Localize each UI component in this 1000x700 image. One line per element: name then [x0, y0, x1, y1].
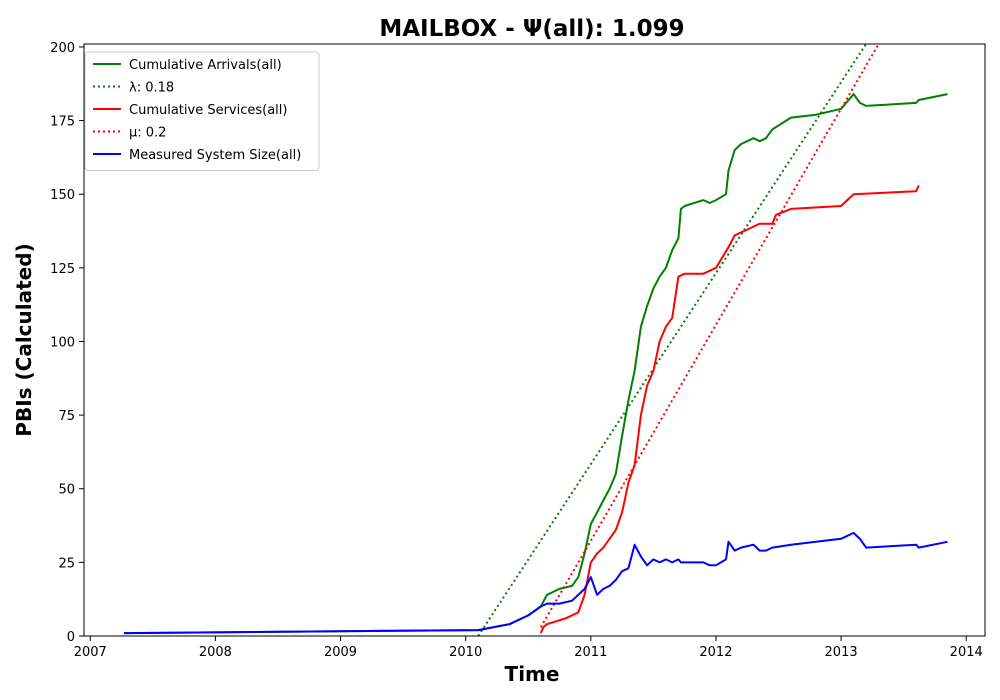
x-tick-label: 2010	[449, 645, 482, 660]
legend: Cumulative Arrivals(all) λ: 0.18 Cumulativ…	[84, 51, 320, 171]
legend-label: Measured System Size(all)	[129, 148, 301, 163]
x-tick-label: 2011	[574, 645, 607, 660]
x-tick-label: 2012	[699, 645, 732, 660]
series-line-3	[539, 44, 880, 628]
x-axis-title: Time	[505, 662, 560, 686]
y-tick-label: 175	[50, 115, 75, 130]
y-tick-label: 25	[58, 556, 75, 571]
series-line-4	[123, 531, 948, 635]
axes-frame	[83, 43, 986, 637]
legend-box	[84, 51, 320, 171]
y-tick-label: 200	[50, 41, 75, 56]
x-tick-label: 2007	[74, 645, 107, 660]
legend-label: μ: 0.2	[129, 126, 166, 141]
y-axis-title: PBIs (Calculated)	[12, 243, 36, 436]
y-tick-label: 150	[50, 188, 75, 203]
y-tick-label: 125	[50, 262, 75, 277]
series-line-0	[123, 93, 948, 635]
x-tick-label: 2008	[199, 645, 232, 660]
series-group	[123, 44, 948, 636]
x-tick-label: 2014	[950, 645, 983, 660]
legend-label: λ: 0.18	[129, 81, 174, 96]
chart-title: MAILBOX - Ψ(all): 1.099	[379, 16, 684, 42]
x-tick-label: 2009	[324, 645, 357, 660]
y-tick-label: 100	[50, 335, 75, 350]
y-tick-label: 75	[58, 409, 75, 424]
x-tick-label: 2013	[825, 645, 858, 660]
series-line-2	[539, 185, 920, 634]
legend-label: Cumulative Services(all)	[129, 103, 287, 118]
y-tick-label: 50	[58, 483, 75, 498]
legend-label: Cumulative Arrivals(all)	[129, 58, 282, 73]
plot-area: 2007 2008 2009 2010 2011 2012 2013 2014 0 25 50 75 1…	[50, 41, 986, 660]
y-tick-label: 0	[67, 630, 75, 645]
